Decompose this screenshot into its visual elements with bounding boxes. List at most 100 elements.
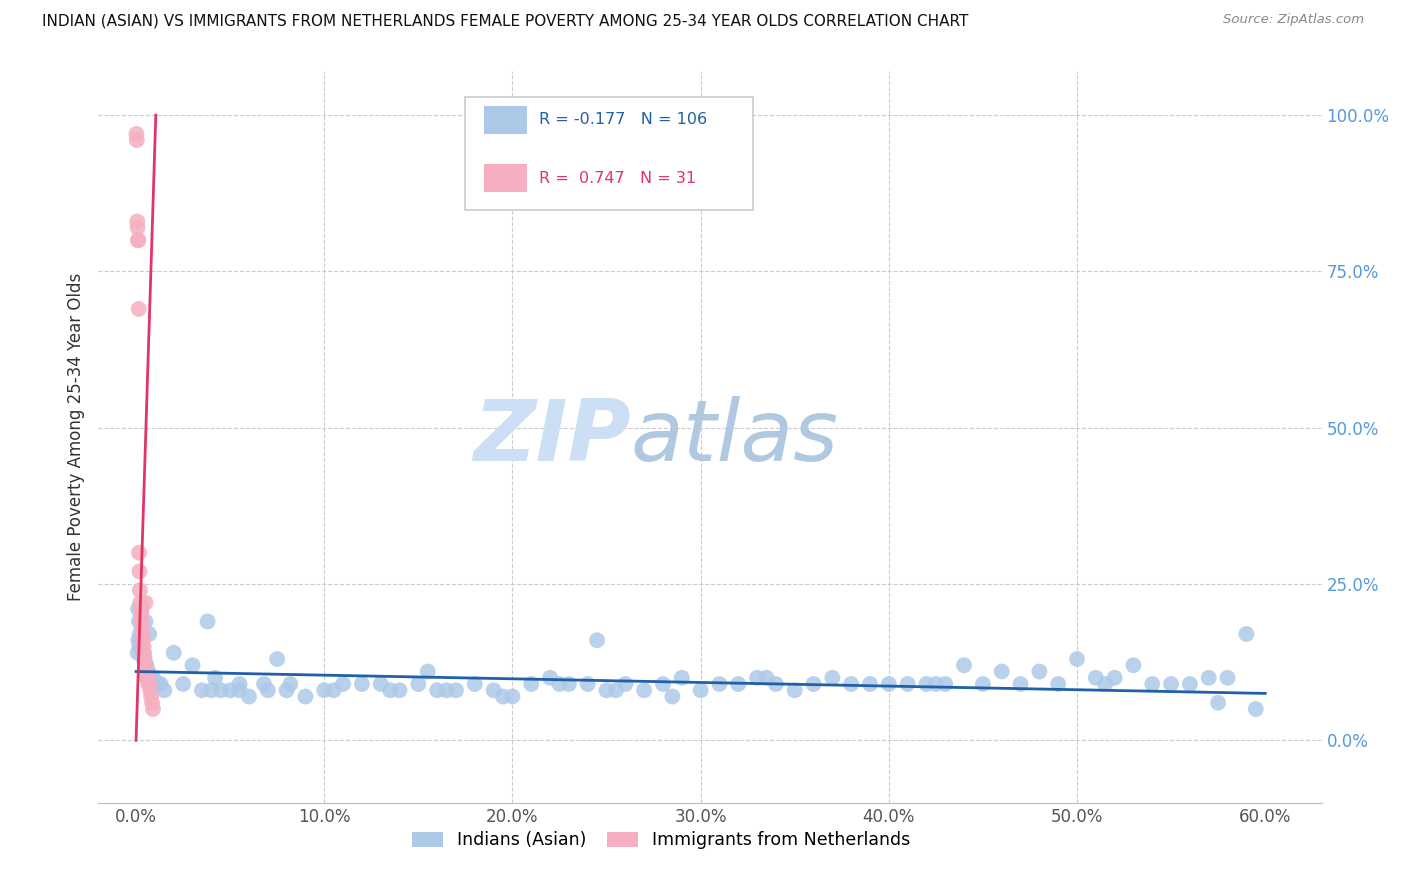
- Point: [136, 665, 159, 679]
- Point: [370, 677, 392, 691]
- Point: [652, 677, 675, 691]
- Point: [134, 596, 156, 610]
- Point: [1178, 677, 1201, 691]
- Text: ZIP: ZIP: [472, 395, 630, 479]
- Point: [671, 671, 693, 685]
- Point: [633, 683, 655, 698]
- Point: [139, 690, 162, 704]
- Point: [689, 683, 711, 698]
- Point: [426, 683, 449, 698]
- Point: [1084, 671, 1107, 685]
- Point: [972, 677, 994, 691]
- Point: [127, 233, 149, 247]
- Point: [755, 671, 778, 685]
- Point: [132, 633, 155, 648]
- Point: [128, 565, 150, 579]
- Y-axis label: Female Poverty Among 25-34 Year Olds: Female Poverty Among 25-34 Year Olds: [66, 273, 84, 601]
- Point: [859, 677, 882, 691]
- Point: [172, 677, 194, 691]
- Point: [135, 658, 157, 673]
- Point: [127, 214, 149, 228]
- Point: [276, 683, 298, 698]
- Point: [228, 677, 250, 691]
- Point: [492, 690, 515, 704]
- Point: [127, 233, 149, 247]
- Point: [181, 658, 204, 673]
- Point: [134, 652, 156, 666]
- Point: [322, 683, 344, 698]
- Point: [138, 671, 160, 685]
- Point: [127, 633, 149, 648]
- Point: [1066, 652, 1088, 666]
- Point: [482, 683, 505, 698]
- Point: [1142, 677, 1164, 691]
- Point: [803, 677, 825, 691]
- Point: [925, 677, 948, 691]
- Text: R =  0.747   N = 31: R = 0.747 N = 31: [538, 170, 696, 186]
- Point: [266, 652, 288, 666]
- Point: [136, 677, 159, 691]
- Point: [576, 677, 599, 691]
- Point: [191, 683, 214, 698]
- Point: [134, 652, 156, 666]
- Point: [128, 301, 150, 316]
- Point: [1244, 702, 1267, 716]
- Point: [464, 677, 486, 691]
- Point: [444, 683, 467, 698]
- Point: [128, 615, 150, 629]
- Point: [1216, 671, 1239, 685]
- Point: [131, 640, 153, 654]
- Point: [661, 690, 683, 704]
- Point: [139, 683, 162, 698]
- Point: [132, 640, 155, 654]
- Point: [131, 615, 153, 629]
- Point: [538, 671, 561, 685]
- Point: [128, 546, 150, 560]
- Point: [129, 602, 152, 616]
- Point: [128, 583, 150, 598]
- Point: [1122, 658, 1144, 673]
- Point: [745, 671, 768, 685]
- Point: [388, 683, 411, 698]
- Point: [142, 671, 165, 685]
- Point: [253, 677, 276, 691]
- Point: [129, 596, 152, 610]
- Point: [148, 677, 170, 691]
- Point: [125, 127, 148, 141]
- Point: [839, 677, 862, 691]
- Point: [131, 608, 153, 623]
- Point: [127, 602, 149, 616]
- Point: [765, 677, 787, 691]
- Point: [142, 702, 165, 716]
- Point: [614, 677, 637, 691]
- Point: [332, 677, 354, 691]
- Point: [314, 683, 336, 698]
- Point: [256, 683, 278, 698]
- Bar: [484, 164, 526, 192]
- Point: [143, 677, 166, 691]
- Point: [548, 677, 571, 691]
- Point: [1094, 677, 1116, 691]
- Point: [138, 677, 160, 691]
- Point: [897, 677, 920, 691]
- Point: [125, 133, 148, 147]
- Point: [127, 220, 149, 235]
- Point: [163, 646, 186, 660]
- Point: [197, 615, 219, 629]
- Point: [877, 677, 900, 691]
- Legend: Indians (Asian), Immigrants from Netherlands: Indians (Asian), Immigrants from Netherl…: [405, 824, 917, 856]
- Point: [501, 690, 523, 704]
- Point: [228, 683, 250, 698]
- Text: Source: ZipAtlas.com: Source: ZipAtlas.com: [1223, 13, 1364, 27]
- Point: [1234, 627, 1257, 641]
- Point: [219, 683, 242, 698]
- Point: [1028, 665, 1050, 679]
- Point: [280, 677, 302, 691]
- Point: [153, 683, 176, 698]
- Point: [200, 683, 222, 698]
- Point: [709, 677, 731, 691]
- Point: [294, 690, 316, 704]
- Point: [238, 690, 260, 704]
- Point: [132, 652, 155, 666]
- Text: INDIAN (ASIAN) VS IMMIGRANTS FROM NETHERLANDS FEMALE POVERTY AMONG 25-34 YEAR OL: INDIAN (ASIAN) VS IMMIGRANTS FROM NETHER…: [42, 13, 969, 29]
